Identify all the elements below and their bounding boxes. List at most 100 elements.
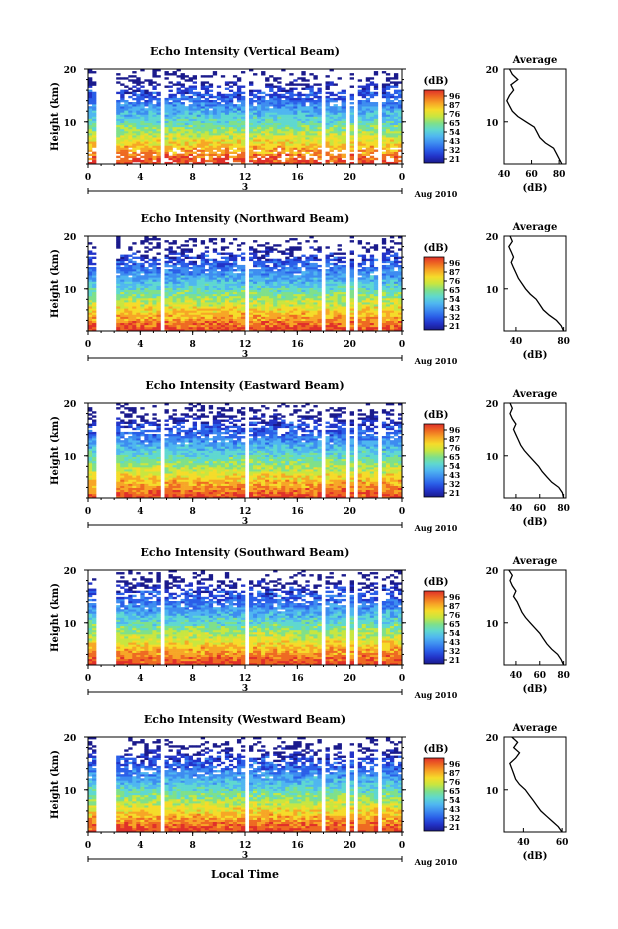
panel-1: Echo Intensity (Vertical Beam)2010Height…	[50, 45, 567, 199]
heatmap-cell	[92, 151, 97, 154]
heatmap-cell	[120, 108, 125, 111]
heatmap-cell	[385, 128, 391, 132]
heatmap-cell	[192, 106, 197, 109]
heatmap-cell	[289, 326, 294, 330]
heatmap-cell	[232, 283, 238, 286]
heatmap-cell	[164, 295, 169, 299]
heatmap-cell	[216, 114, 222, 117]
heatmap-cell	[204, 273, 210, 276]
heatmap-cell	[281, 283, 286, 286]
heatmap-cell	[357, 126, 363, 130]
heatmap-cell	[132, 289, 137, 293]
heatmap-cell	[357, 85, 363, 88]
heatmap-cell	[204, 302, 210, 305]
heatmap-cell	[297, 260, 302, 264]
heatmap-cell	[220, 153, 226, 157]
heatmap-cell	[381, 85, 387, 88]
heatmap-cell	[325, 128, 330, 132]
heatmap-cell	[397, 145, 403, 148]
heatmap-cell	[309, 271, 314, 274]
heatmap-cell	[325, 308, 330, 311]
heatmap-cell	[136, 250, 141, 253]
heatmap-cell	[381, 254, 387, 257]
heatmap-cell	[200, 112, 206, 115]
heatmap-cell	[120, 302, 125, 305]
heatmap-cell	[381, 320, 387, 324]
heatmap-cell	[156, 269, 161, 272]
heatmap-cell	[156, 289, 161, 293]
heatmap-cell	[249, 297, 254, 301]
heatmap-cell	[313, 285, 318, 288]
heatmap-cell	[253, 260, 258, 264]
heatmap-cell	[369, 157, 375, 161]
heatmap-cell	[176, 275, 181, 278]
heatmap-cell	[124, 302, 129, 305]
heatmap-cell	[393, 328, 399, 332]
heatmap-cell	[281, 318, 286, 321]
heatmap-cell	[144, 275, 149, 278]
heatmap-cell	[192, 110, 197, 113]
heatmap-cell	[152, 310, 157, 313]
heatmap-cell	[88, 281, 93, 284]
heatmap-cell	[192, 102, 197, 105]
heatmap-cell	[224, 130, 230, 134]
heatmap-cell	[301, 260, 306, 264]
heatmap-cell	[341, 122, 346, 126]
heatmap-cell	[116, 285, 121, 288]
heatmap-cell	[341, 281, 346, 284]
heatmap-cell	[369, 302, 375, 305]
heatmap-cell	[92, 102, 97, 105]
heatmap-cell	[381, 137, 387, 140]
heatmap-cell	[297, 116, 302, 119]
heatmap-cell	[212, 110, 218, 113]
heatmap-cell	[192, 118, 197, 121]
heatmap-cell	[132, 256, 137, 260]
heatmap-cell	[373, 283, 379, 286]
heatmap-cell	[172, 295, 177, 299]
heatmap-cell	[192, 145, 197, 148]
heatmap-cell	[144, 89, 149, 93]
heatmap-cell	[337, 122, 342, 126]
heatmap-cell	[273, 258, 278, 262]
heatmap-cell	[192, 310, 197, 313]
heatmap-cell	[208, 122, 214, 126]
heatmap-cell	[329, 254, 334, 257]
heatmap-cell	[381, 116, 387, 119]
heatmap-cell	[116, 147, 121, 150]
heatmap-cell	[385, 295, 391, 299]
heatmap-cell	[293, 120, 298, 123]
heatmap-cell	[132, 143, 137, 146]
heatmap-cell	[236, 87, 242, 90]
heatmap-cell	[305, 83, 310, 86]
heatmap-cell	[172, 122, 177, 126]
heatmap-cell	[373, 130, 379, 134]
heatmap-cell	[341, 277, 346, 280]
heatmap-cell	[88, 310, 93, 313]
heatmap-cell	[281, 151, 286, 154]
heatmap-cell	[249, 256, 254, 260]
heatmap-cell	[333, 159, 338, 163]
heatmap-cell	[116, 314, 121, 317]
heatmap-cell	[156, 135, 161, 138]
heatmap-cell	[293, 260, 298, 264]
heatmap-cell	[297, 279, 302, 282]
heatmap-cell	[188, 128, 193, 132]
heatmap-cell	[224, 322, 230, 326]
heatmap-cell	[361, 281, 367, 284]
heatmap-cell	[156, 97, 161, 101]
heatmap-cell	[277, 300, 282, 303]
heatmap-cell	[124, 285, 129, 288]
heatmap-cell	[329, 147, 334, 150]
heatmap-cell	[333, 145, 338, 148]
heatmap-cell	[285, 97, 290, 101]
heatmap-cell	[128, 153, 133, 157]
heatmap-cell	[253, 306, 258, 309]
heatmap-cell	[168, 324, 173, 328]
heatmap-cell	[381, 293, 387, 297]
heatmap-cell	[325, 97, 330, 101]
heatmap-cell	[224, 102, 230, 105]
heatmap-cell	[140, 85, 145, 88]
heatmap-cell	[172, 120, 177, 123]
heatmap-cell	[208, 320, 214, 324]
heatmap-cell	[257, 114, 262, 117]
